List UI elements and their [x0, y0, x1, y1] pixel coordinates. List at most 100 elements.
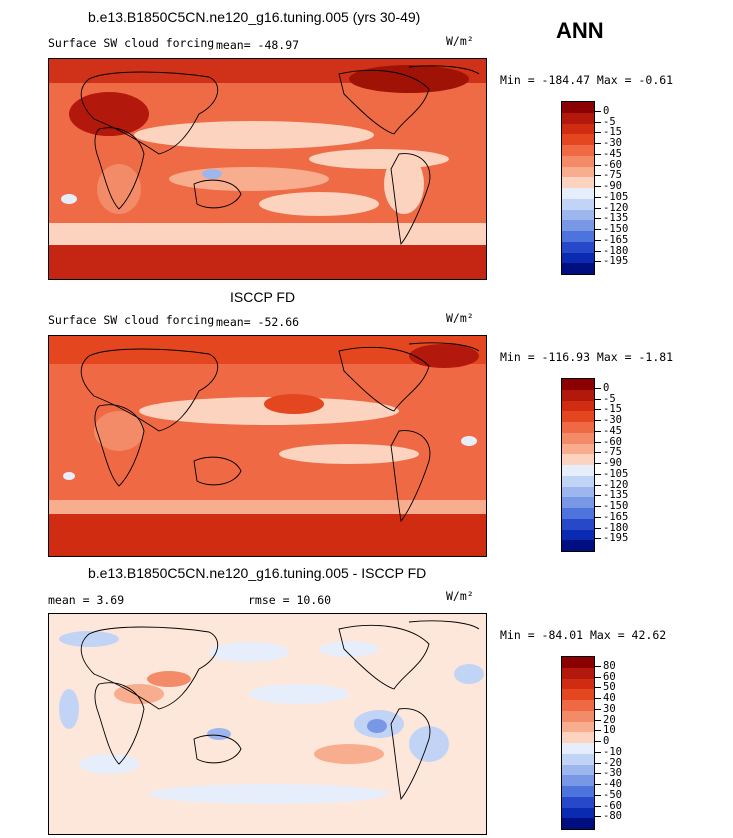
colorbar-swatch	[562, 379, 594, 390]
colorbar-swatch	[562, 710, 594, 722]
colorbar-tick-label: -5	[595, 392, 616, 405]
colorbar-swatch	[562, 454, 594, 465]
colorbar-swatch	[562, 177, 594, 188]
panel3-title: b.e13.B1850C5CN.ne120_g16.tuning.005 - I…	[88, 565, 427, 581]
map-svg	[49, 336, 486, 556]
colorbar-tick-label: -60	[595, 158, 622, 171]
colorbar-swatch	[562, 508, 594, 519]
colorbar-swatch	[562, 678, 594, 690]
colorbar-tick-label: -195	[594, 532, 629, 545]
colorbar-tick-label: -150	[594, 500, 629, 512]
colorbar-swatch	[562, 700, 594, 711]
colorbar-tick-label: -75	[595, 169, 622, 182]
colorbar-tick-label: -15	[595, 126, 622, 139]
colorbar-swatch	[562, 263, 594, 274]
colorbar-tick-label: -165	[594, 233, 629, 246]
panel3-minmax: Min = -84.01 Max = 42.62	[500, 628, 667, 642]
colorbar-swatch	[562, 155, 594, 167]
colorbar-swatch	[562, 775, 594, 786]
colorbar-swatch	[562, 497, 594, 508]
panel3-map	[48, 613, 487, 835]
colorbar-tick-label: -20	[595, 756, 622, 769]
colorbar-tick-label: -105	[594, 467, 629, 480]
panel1-title: b.e13.B1850C5CN.ne120_g16.tuning.005 (yr…	[88, 9, 421, 25]
colorbar-swatch	[562, 529, 594, 541]
colorbar-tick-label: -80	[595, 810, 622, 823]
colorbar-swatch	[562, 432, 594, 444]
panel3-colorbar	[561, 656, 595, 830]
colorbar-swatch	[562, 220, 594, 231]
colorbar-swatch	[562, 166, 594, 178]
colorbar-swatch	[562, 389, 594, 401]
colorbar-swatch	[562, 764, 594, 776]
colorbar-swatch	[562, 198, 594, 210]
colorbar-swatch	[562, 518, 594, 530]
season-label: ANN	[556, 18, 604, 43]
panel2-colorbar	[561, 378, 595, 552]
colorbar-tick-label: -5	[595, 115, 616, 128]
colorbar-swatch	[562, 796, 594, 808]
colorbar-swatch	[562, 112, 594, 124]
colorbar-tick-label: 20	[595, 713, 616, 726]
colorbar-tick-label: 40	[595, 692, 616, 704]
colorbar-swatch	[562, 743, 594, 754]
panel2-mean: mean= -52.66	[216, 315, 300, 329]
colorbar-swatch	[562, 732, 594, 743]
colorbar-tick-label: 50	[595, 681, 616, 694]
colorbar-swatch	[562, 411, 594, 422]
panel3-units: W/m²	[446, 589, 474, 603]
colorbar-tick-label: -120	[594, 201, 629, 214]
colorbar-swatch	[562, 123, 594, 135]
colorbar-tick-label: -90	[595, 457, 622, 469]
colorbar-tick-label: 30	[595, 702, 616, 715]
colorbar-swatch	[562, 252, 594, 264]
panel1-minmax: Min = -184.47 Max = -0.61	[500, 73, 674, 87]
colorbar-swatch	[562, 540, 594, 551]
colorbar-tick-label: -105	[594, 190, 629, 203]
colorbar-swatch	[562, 188, 594, 199]
panel2-map	[48, 335, 487, 557]
colorbar-tick-label: -120	[594, 478, 629, 491]
colorbar-tick-label: -30	[595, 767, 622, 780]
colorbar-tick-label: 10	[595, 724, 616, 737]
colorbar-tick-label: 80	[595, 659, 616, 672]
panel3-rmse: rmse = 10.60	[248, 593, 332, 607]
colorbar-tick-label: -150	[594, 223, 629, 235]
colorbar-swatch	[562, 818, 594, 829]
colorbar-swatch	[562, 486, 594, 498]
panel2-title: ISCCP FD	[230, 289, 296, 305]
panel2-subtitle: Surface SW cloud forcing	[48, 313, 215, 327]
colorbar-swatch	[562, 753, 594, 765]
colorbar-tick-label: -45	[595, 147, 622, 160]
colorbar-swatch	[562, 786, 594, 797]
colorbar-tick-label: -50	[595, 788, 622, 801]
colorbar-swatch	[562, 443, 594, 455]
colorbar-tick-label: -45	[595, 424, 622, 437]
panel2-units: W/m²	[446, 311, 474, 325]
panel3-mean: mean = 3.69	[48, 593, 125, 607]
colorbar-swatch	[562, 102, 594, 113]
colorbar-tick-label: -180	[594, 244, 629, 257]
colorbar-tick-label: -135	[594, 489, 629, 502]
colorbar-swatch	[562, 721, 594, 733]
colorbar-tick-label: -90	[595, 180, 622, 192]
colorbar-swatch	[562, 400, 594, 412]
colorbar-tick-label: -135	[594, 212, 629, 225]
colorbar-swatch	[562, 807, 594, 819]
map-svg	[49, 59, 486, 279]
panel1-colorbar	[561, 101, 595, 275]
colorbar-tick-label: -40	[595, 778, 622, 790]
colorbar-tick-label: -30	[595, 137, 622, 149]
colorbar-swatch	[562, 465, 594, 476]
colorbar-swatch	[562, 145, 594, 156]
panel1-units: W/m²	[446, 34, 474, 48]
panel1-map	[48, 58, 487, 280]
colorbar-swatch	[562, 231, 594, 242]
colorbar-tick-label: 0	[594, 735, 610, 747]
colorbar-tick-label: -15	[595, 403, 622, 416]
colorbar-swatch	[562, 689, 594, 700]
colorbar-tick-label: 60	[595, 670, 616, 683]
colorbar-tick-label: -180	[594, 521, 629, 534]
colorbar-tick-label: 0	[594, 104, 610, 117]
colorbar-swatch	[562, 475, 594, 487]
